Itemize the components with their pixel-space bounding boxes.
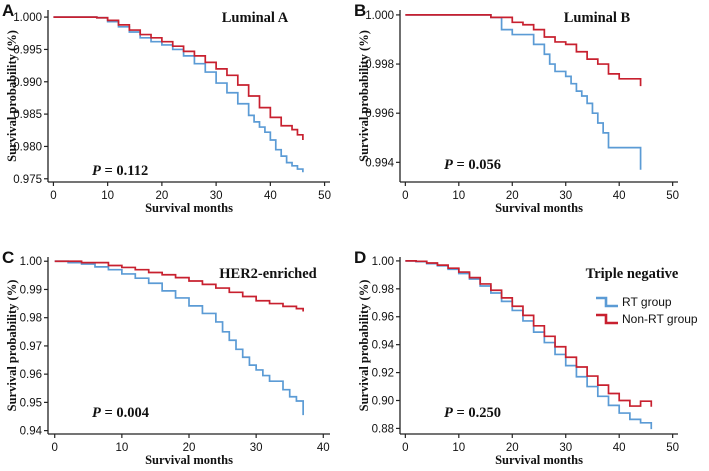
x-tick-label: 40 <box>613 442 626 454</box>
x-tick-label: 30 <box>559 442 572 454</box>
x-tick-label: 0 <box>402 190 408 202</box>
x-tick-label: 10 <box>115 442 128 454</box>
panel-d: D 1.00 0.98 0.96 0.94 0.92 0.90 0.88 0 10 20 30 40 50… <box>354 248 679 467</box>
x-tick-label: 10 <box>452 190 465 202</box>
panel-letter: A <box>2 1 14 20</box>
legend-rt: RT group <box>596 295 672 309</box>
x-axis-title: Survival months <box>495 201 583 215</box>
panel-title: Luminal B <box>564 10 631 26</box>
x-tick-label: 20 <box>506 190 519 202</box>
y-axis-title: Survival probability (%) <box>357 30 371 162</box>
x-tick-label: 50 <box>666 190 679 202</box>
y-tick-label: 0.92 <box>372 368 394 380</box>
p-value-text: P = 0.250 <box>444 405 501 421</box>
y-tick-label: 0.90 <box>372 395 394 407</box>
y-tick-label: 0.985 <box>13 109 42 121</box>
x-tick-label: 30 <box>559 190 572 202</box>
legend: RT group Non-RT group <box>596 295 698 326</box>
x-tick-label: 30 <box>250 442 263 454</box>
p-value: = 0.112 <box>101 163 148 179</box>
y-tick-label: 0.995 <box>13 44 42 56</box>
rt-group-curve <box>54 260 304 416</box>
x-tick-label: 20 <box>155 190 168 202</box>
y-tick-label: 0.975 <box>13 174 42 186</box>
legend-label: RT group <box>622 295 672 309</box>
panel-letter: C <box>2 248 14 267</box>
panel-b: B1.000 0.998 0.996 0.994 0 10 20 30 40 50 Survival… <box>354 1 679 215</box>
p-value: = 0.250 <box>453 405 501 421</box>
panel-title: Luminal A <box>222 10 289 26</box>
p-value-text: P = 0.004 <box>92 405 149 421</box>
legend-swatch <box>596 313 618 325</box>
p-value-text: P = 0.112 <box>92 163 148 179</box>
y-tick-label: 0.994 <box>365 157 394 169</box>
y-tick-label: 0.94 <box>20 426 43 438</box>
x-tick-label: 50 <box>666 442 679 454</box>
panel-title: HER2-enriched <box>219 266 316 282</box>
p-value-text: P = 0.056 <box>444 157 501 173</box>
x-tick-label: 0 <box>402 442 408 454</box>
non-rt-group-curve <box>54 260 304 312</box>
panel-letter: D <box>354 248 366 267</box>
x-tick-label: 0 <box>52 442 58 454</box>
y-axis-title: Survival probability (%) <box>5 30 19 162</box>
y-tick-label: 0.990 <box>13 77 42 89</box>
p-symbol: P <box>92 405 101 421</box>
panel-a: A1.000 0.995 0.990 0.985 0.980 0.975 0 10 20 30 40… <box>2 1 331 215</box>
y-tick-label: 0.96 <box>20 369 42 381</box>
x-tick-label: 10 <box>452 442 465 454</box>
y-tick-label: 0.97 <box>20 341 42 353</box>
panel-title: Triple negative <box>586 266 679 282</box>
p-symbol: P <box>92 163 101 179</box>
rt-group-curve <box>405 260 653 430</box>
x-tick-label: 10 <box>101 190 114 202</box>
x-axis-title: Survival months <box>495 453 583 467</box>
y-axis-title: Survival probability (%) <box>5 280 19 412</box>
y-tick-label: 0.96 <box>372 312 394 324</box>
x-tick-label: 40 <box>317 442 330 454</box>
x-tick-label: 20 <box>506 442 519 454</box>
y-tick-label: 0.996 <box>365 108 394 120</box>
legend-label: Non-RT group <box>622 312 698 326</box>
rt-group-curve <box>53 16 304 173</box>
y-tick-label: 0.998 <box>365 59 394 71</box>
non-rt-group-curve <box>405 260 653 407</box>
y-tick-label: 1.000 <box>365 10 394 22</box>
x-tick-label: 50 <box>318 190 331 202</box>
y-tick-label: 0.99 <box>20 284 42 296</box>
y-tick-label: 0.88 <box>372 423 394 435</box>
x-tick-label: 0 <box>50 190 56 202</box>
y-tick-label: 0.980 <box>13 141 42 153</box>
x-tick-label: 40 <box>264 190 277 202</box>
x-tick-label: 30 <box>210 190 223 202</box>
x-axis-title: Survival months <box>145 201 233 215</box>
y-tick-label: 1.000 <box>13 12 42 24</box>
x-tick-label: 40 <box>613 190 626 202</box>
y-tick-label: 0.98 <box>372 284 394 296</box>
non-rt-group-curve <box>405 14 642 87</box>
rt-group-curve <box>405 14 642 170</box>
x-axis-title: Survival months <box>145 453 233 467</box>
legend-non-rt: Non-RT group <box>596 312 698 326</box>
legend-swatch <box>596 296 618 308</box>
p-symbol: P <box>444 157 453 173</box>
x-tick-label: 20 <box>183 442 196 454</box>
non-rt-group-curve <box>53 16 304 140</box>
y-tick-label: 0.95 <box>20 397 42 409</box>
y-tick-label: 1.00 <box>372 256 394 268</box>
y-tick-label: 0.94 <box>372 340 395 352</box>
p-symbol: P <box>444 405 453 421</box>
y-axis-title: Survival probability (%) <box>357 280 371 412</box>
p-value: = 0.004 <box>101 405 149 421</box>
panel-c: C 1.00 0.99 0.98 0.97 0.96 0.95 0.94 0 10 20 30 40 Su… <box>2 248 330 467</box>
panel-letter: B <box>354 1 366 20</box>
y-tick-label: 0.98 <box>20 313 42 325</box>
p-value: = 0.056 <box>453 157 501 173</box>
y-tick-label: 1.00 <box>20 256 42 268</box>
